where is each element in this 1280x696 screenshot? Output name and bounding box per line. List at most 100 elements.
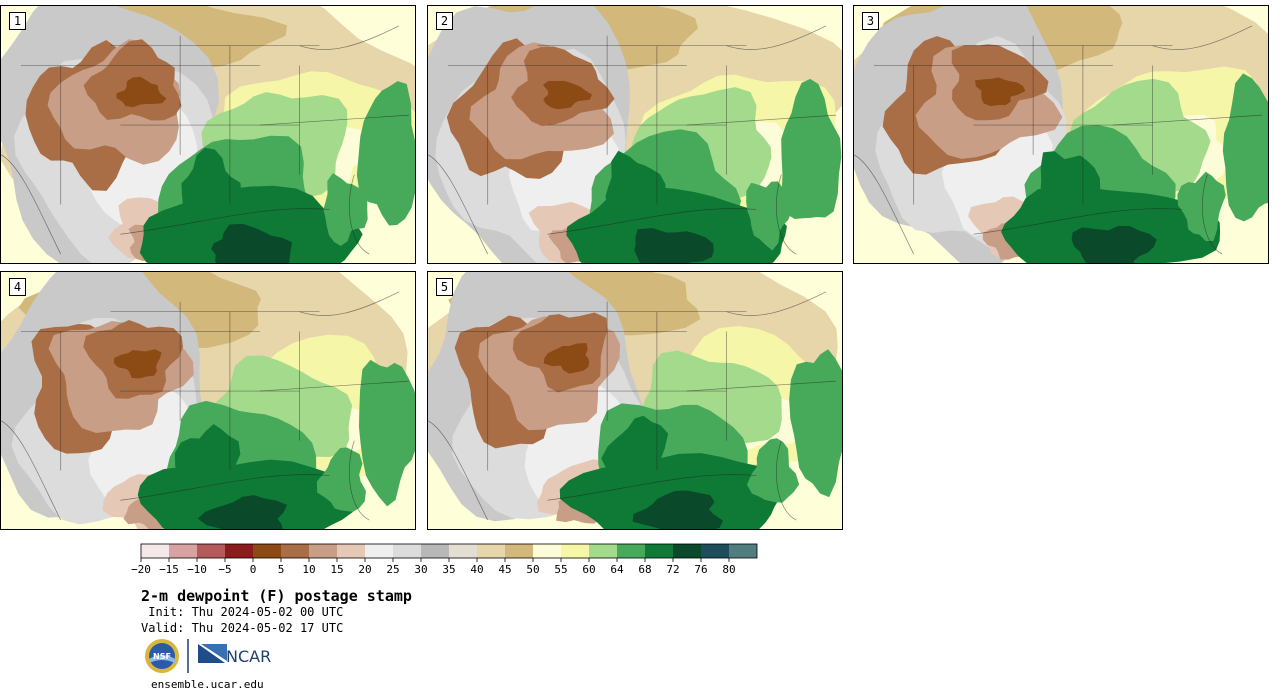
- border-line: [776, 174, 797, 255]
- colorbar-tick-label: 60: [582, 563, 595, 576]
- dewpoint-region: [211, 223, 292, 263]
- colorbar-tick-label: 10: [302, 563, 315, 576]
- colorbar-tick-label: 0: [250, 563, 257, 576]
- border-line: [259, 380, 410, 392]
- border-line: [299, 25, 400, 50]
- colorbar-tick-label: 76: [694, 563, 707, 576]
- dewpoint-region: [356, 81, 415, 226]
- colorbar-swatch: [197, 544, 225, 558]
- dewpoint-map: [428, 6, 842, 263]
- border-line: [349, 174, 370, 255]
- border-line: [120, 474, 330, 501]
- border-line: [854, 154, 915, 255]
- panel-number: 1: [9, 12, 26, 30]
- colorbar: −20 −15 −10 −5 0 5 10 15 20 25 30 35 40 45 50 55 60 64 68 7…: [131, 543, 758, 576]
- colorbar-swatch: [365, 544, 393, 558]
- dewpoint-map: [1, 272, 415, 529]
- border-line: [686, 380, 837, 392]
- dewpoint-map: [1, 6, 415, 263]
- colorbar-swatch: [169, 544, 197, 558]
- colorbar-tick-label: 72: [666, 563, 679, 576]
- colorbar-tick-label: −20: [131, 563, 151, 576]
- colorbar-swatch: [225, 544, 253, 558]
- colorbar-tick-label: 50: [526, 563, 539, 576]
- colorbar-tick-label: −15: [159, 563, 179, 576]
- ncar-logo-text: NCAR: [226, 647, 271, 666]
- dewpoint-region: [746, 438, 800, 503]
- colorbar-swatch: [253, 544, 281, 558]
- dewpoint-region: [1222, 73, 1268, 222]
- panel-number: 5: [436, 278, 453, 296]
- border-line: [726, 291, 827, 316]
- border-line: [1, 420, 62, 521]
- dewpoint-region: [746, 181, 793, 251]
- dewpoint-region: [975, 77, 1026, 107]
- border-line: [973, 208, 1183, 235]
- dewpoint-region: [601, 415, 669, 500]
- border-line: [120, 208, 330, 235]
- dewpoint-region: [180, 147, 242, 231]
- colorbar-tick-label: 25: [386, 563, 399, 576]
- dewpoint-region: [1177, 171, 1226, 242]
- colorbar-swatch: [337, 544, 365, 558]
- chart-title: 2-m dewpoint (F) postage stamp: [141, 587, 412, 605]
- border-line: [428, 420, 489, 521]
- colorbar-swatch: [393, 544, 421, 558]
- colorbar-swatch: [505, 544, 533, 558]
- border-line: [1202, 174, 1223, 255]
- colorbar-tick-label: 80: [722, 563, 735, 576]
- colorbar-tick-label: 64: [610, 563, 624, 576]
- panel-number: 3: [862, 12, 879, 30]
- border-line: [547, 208, 757, 235]
- valid-time: Valid: Thu 2024-05-02 17 UTC: [141, 621, 344, 635]
- dewpoint-region: [789, 349, 842, 498]
- map-panel-4: 4: [0, 271, 416, 530]
- map-panel-5: 5: [427, 271, 843, 530]
- nsf-logo-text: NSF: [153, 652, 171, 661]
- dewpoint-map: [428, 272, 842, 529]
- colorbar-swatch: [281, 544, 309, 558]
- map-panel-2: 2: [427, 5, 843, 264]
- colorbar-swatch: [477, 544, 505, 558]
- ncar-logo: NCAR: [198, 644, 271, 666]
- dewpoint-region: [542, 80, 593, 110]
- colorbar-swatch: [729, 544, 757, 558]
- border-line: [686, 114, 837, 126]
- colorbar-tick-label: 40: [470, 563, 483, 576]
- colorbar-swatch: [617, 544, 645, 558]
- colorbar-tick-label: 15: [330, 563, 343, 576]
- colorbar-tick-label: 45: [498, 563, 511, 576]
- colorbar-swatch: [309, 544, 337, 558]
- colorbar-swatch: [701, 544, 729, 558]
- colorbar-swatch: [645, 544, 673, 558]
- colorbar-swatch: [561, 544, 589, 558]
- nsf-logo: NSF: [145, 639, 179, 673]
- border-line: [299, 291, 400, 316]
- dewpoint-region: [358, 359, 415, 507]
- border-line: [547, 474, 757, 501]
- dewpoint-region: [1071, 225, 1157, 263]
- colorbar-tick-label: 68: [638, 563, 651, 576]
- colorbar-swatch: [533, 544, 561, 558]
- dewpoint-region: [316, 447, 366, 512]
- dewpoint-region: [1040, 151, 1101, 238]
- colorbar-swatch: [449, 544, 477, 558]
- website-url: ensemble.ucar.edu: [151, 678, 264, 691]
- colorbar-swatch: [141, 544, 169, 558]
- colorbar-tick-label: 55: [554, 563, 567, 576]
- dewpoint-region: [605, 150, 666, 242]
- colorbar-tick-label: 35: [442, 563, 455, 576]
- colorbar-tick-label: −5: [218, 563, 231, 576]
- dewpoint-region: [634, 227, 714, 263]
- dewpoint-region: [197, 495, 288, 529]
- map-panel-3: 3: [853, 5, 1269, 264]
- border-line: [349, 440, 370, 521]
- border-line: [776, 440, 797, 521]
- dewpoint-map: [854, 6, 1268, 263]
- panel-number: 2: [436, 12, 453, 30]
- border-line: [1152, 25, 1253, 50]
- logos: NSF NCAR: [145, 639, 271, 673]
- border-line: [1112, 114, 1263, 126]
- border-line: [726, 25, 827, 50]
- border-line: [259, 114, 410, 126]
